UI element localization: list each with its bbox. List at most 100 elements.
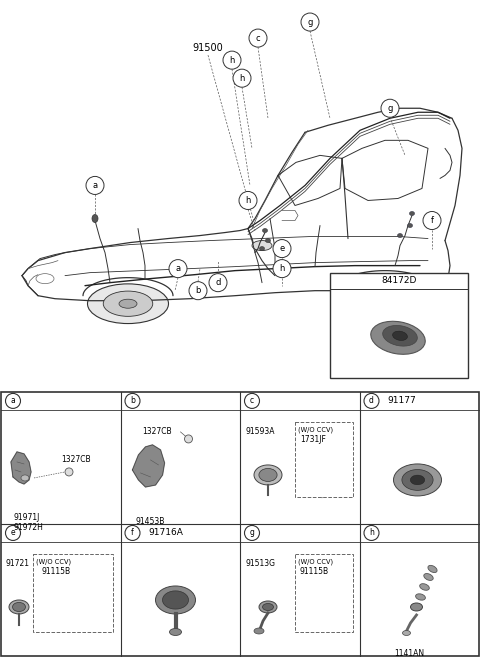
Text: 84172D: 84172D [381,276,417,285]
Circle shape [65,468,73,476]
Ellipse shape [55,597,91,621]
Ellipse shape [21,475,29,481]
Text: 91972H: 91972H [13,524,43,532]
Text: 91115B: 91115B [41,568,70,576]
Text: (W/O CCV): (W/O CCV) [36,558,71,565]
Circle shape [273,260,291,278]
Text: g: g [250,528,254,537]
FancyBboxPatch shape [33,554,113,632]
FancyBboxPatch shape [330,273,468,378]
Circle shape [169,260,187,278]
Ellipse shape [169,629,181,635]
Text: b: b [130,396,135,405]
Ellipse shape [420,583,429,590]
Text: 1327CB: 1327CB [143,428,172,436]
Ellipse shape [260,246,264,250]
Text: f: f [131,528,134,537]
Text: h: h [369,528,374,537]
Text: h: h [279,264,285,273]
Circle shape [233,69,251,87]
FancyBboxPatch shape [295,554,353,632]
Text: e: e [11,528,15,537]
Ellipse shape [383,325,417,346]
Ellipse shape [61,601,84,617]
Ellipse shape [312,468,332,482]
Text: c: c [250,396,254,405]
Circle shape [381,99,399,117]
Ellipse shape [263,604,274,610]
Text: 1327CB: 1327CB [61,455,91,464]
Text: a: a [11,396,15,405]
Text: g: g [387,104,393,113]
Text: 91115B: 91115B [300,568,329,576]
Circle shape [423,212,441,229]
Ellipse shape [252,240,272,250]
Ellipse shape [103,291,153,316]
Text: b: b [195,286,201,295]
Circle shape [273,240,291,258]
Text: a: a [175,264,180,273]
Ellipse shape [424,574,433,580]
Text: 91513G: 91513G [245,560,275,568]
Circle shape [239,191,257,210]
Ellipse shape [92,214,98,223]
Text: 91716A: 91716A [148,528,183,537]
Text: 91721: 91721 [6,560,30,568]
Ellipse shape [410,475,425,485]
Polygon shape [11,452,31,484]
Circle shape [184,435,192,443]
Text: 91971J: 91971J [13,514,39,522]
Ellipse shape [416,594,425,600]
Ellipse shape [310,601,334,617]
Ellipse shape [259,468,277,482]
Ellipse shape [9,600,29,614]
Text: 1141AN: 1141AN [395,650,425,657]
Text: 91177: 91177 [387,396,416,405]
Circle shape [125,526,140,541]
Text: 1731JF: 1731JF [300,436,326,444]
Ellipse shape [263,229,267,233]
Ellipse shape [156,586,195,614]
Ellipse shape [254,628,264,634]
Circle shape [209,273,227,292]
Ellipse shape [306,464,338,486]
Text: (W/O CCV): (W/O CCV) [298,558,333,565]
Ellipse shape [87,284,168,323]
Text: (W/O CCV): (W/O CCV) [298,426,333,433]
Text: c: c [256,34,260,43]
Ellipse shape [119,299,137,308]
Circle shape [244,526,260,541]
Text: g: g [307,18,312,26]
Circle shape [364,394,379,409]
Circle shape [364,526,379,541]
Ellipse shape [163,591,189,609]
Circle shape [249,29,267,47]
Circle shape [125,394,140,409]
Text: f: f [431,216,433,225]
Ellipse shape [410,603,422,611]
Circle shape [244,394,260,409]
Ellipse shape [259,601,277,613]
Text: d: d [369,396,374,405]
Ellipse shape [356,283,414,310]
Ellipse shape [409,212,415,215]
Ellipse shape [397,233,403,238]
Ellipse shape [254,465,282,485]
Ellipse shape [371,321,425,354]
Circle shape [223,51,241,69]
Text: e: e [279,244,285,253]
Text: d: d [216,278,221,287]
Ellipse shape [339,276,431,317]
Text: 91453B: 91453B [135,518,165,526]
Text: h: h [240,74,245,83]
Ellipse shape [411,604,421,610]
Text: 91500: 91500 [192,43,223,53]
Ellipse shape [408,223,412,227]
Ellipse shape [374,292,396,302]
Ellipse shape [304,597,340,621]
Circle shape [189,282,207,300]
FancyBboxPatch shape [295,422,353,497]
Ellipse shape [428,566,437,573]
Ellipse shape [394,464,442,496]
Ellipse shape [403,631,410,635]
